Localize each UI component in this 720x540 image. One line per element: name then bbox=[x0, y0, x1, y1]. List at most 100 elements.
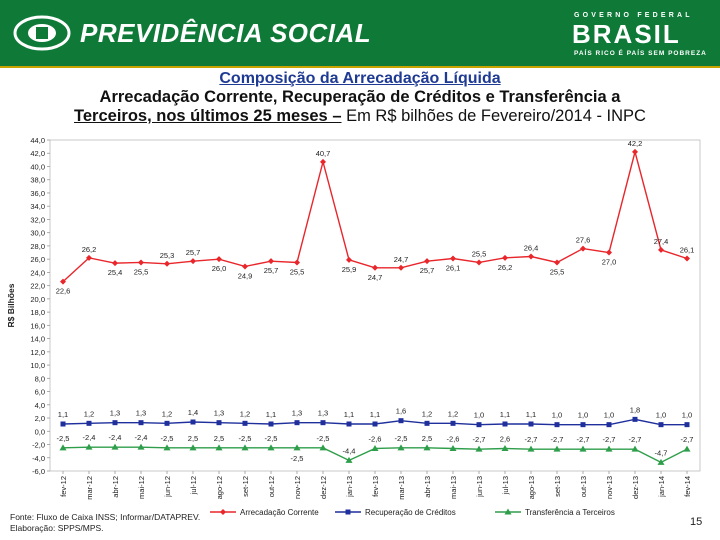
x-tick-label: ago-12 bbox=[215, 476, 224, 499]
data-label: 27,4 bbox=[654, 237, 669, 246]
data-label: 2,6 bbox=[500, 434, 510, 443]
data-point bbox=[580, 422, 586, 428]
page-number: 15 bbox=[690, 516, 703, 528]
data-point bbox=[294, 420, 300, 426]
data-label: 1,1 bbox=[58, 410, 68, 419]
data-label: -2,5 bbox=[57, 434, 70, 443]
data-point bbox=[424, 420, 430, 426]
data-label: 1,8 bbox=[630, 405, 640, 414]
series-line-0 bbox=[62, 149, 688, 283]
data-point bbox=[138, 259, 144, 266]
data-point bbox=[372, 264, 378, 271]
data-point bbox=[320, 158, 326, 165]
y-tick-label: 14,0 bbox=[30, 335, 45, 344]
data-point bbox=[268, 421, 274, 427]
data-label: 1,0 bbox=[578, 411, 588, 420]
data-point bbox=[112, 420, 118, 426]
data-point bbox=[657, 458, 665, 465]
data-label: 25,5 bbox=[472, 249, 487, 258]
data-label: 2,5 bbox=[422, 434, 432, 443]
data-point bbox=[138, 420, 144, 426]
data-point bbox=[528, 421, 534, 427]
x-tick-label: set-13 bbox=[553, 476, 562, 497]
data-point bbox=[398, 418, 404, 424]
data-label: -2,7 bbox=[525, 435, 538, 444]
x-tick-label: mai-13 bbox=[449, 476, 458, 499]
data-label: 2,5 bbox=[188, 434, 198, 443]
data-point bbox=[631, 445, 639, 452]
y-axis-label: R$ Bilhões bbox=[6, 283, 16, 327]
data-point bbox=[502, 421, 508, 427]
data-point bbox=[658, 246, 664, 253]
data-label: -2,5 bbox=[317, 434, 330, 443]
data-point bbox=[216, 256, 222, 263]
x-tick-label: abr-12 bbox=[111, 476, 120, 498]
y-tick-label: 16,0 bbox=[30, 321, 45, 330]
data-label: -2,4 bbox=[83, 433, 96, 442]
data-label: 1,2 bbox=[448, 409, 458, 418]
data-point bbox=[579, 445, 587, 452]
data-label: -2,5 bbox=[395, 434, 408, 443]
data-point bbox=[502, 254, 508, 261]
y-tick-label: 2,0 bbox=[35, 414, 45, 423]
source-note: Fonte: Fluxo de Caixa INSS; Informar/DAT… bbox=[10, 512, 200, 534]
data-point bbox=[241, 444, 249, 451]
data-point bbox=[111, 443, 119, 450]
chart-subtitle-bold: Terceiros, nos últimos 25 meses – bbox=[74, 107, 342, 125]
data-label: 25,3 bbox=[160, 251, 175, 260]
data-point bbox=[684, 255, 690, 262]
y-tick-label: 36,0 bbox=[30, 189, 45, 198]
data-label: 24,7 bbox=[368, 273, 383, 282]
data-label: 26,4 bbox=[524, 244, 539, 253]
data-label: 25,5 bbox=[550, 267, 565, 276]
data-label: 1,3 bbox=[214, 409, 224, 418]
data-point bbox=[450, 255, 456, 262]
y-tick-label: -4,0 bbox=[32, 454, 45, 463]
data-label: 1,2 bbox=[240, 409, 250, 418]
x-tick-label: fev-14 bbox=[683, 476, 692, 497]
data-point bbox=[85, 443, 93, 450]
data-point bbox=[606, 249, 612, 256]
x-tick-label: jun-12 bbox=[163, 476, 172, 498]
data-label: 1,2 bbox=[162, 409, 172, 418]
data-point bbox=[319, 444, 327, 451]
data-label: 1,0 bbox=[474, 411, 484, 420]
data-point bbox=[190, 419, 196, 425]
data-point bbox=[190, 258, 196, 265]
data-label: 25,7 bbox=[186, 248, 201, 257]
x-tick-label: dez-13 bbox=[631, 476, 640, 499]
y-tick-label: 28,0 bbox=[30, 242, 45, 251]
data-label: -2,5 bbox=[291, 454, 304, 463]
data-label: -2,5 bbox=[161, 434, 174, 443]
data-point bbox=[242, 420, 248, 426]
data-label: 27,6 bbox=[576, 236, 591, 245]
data-label: 25,4 bbox=[108, 268, 123, 277]
x-tick-label: dez-12 bbox=[319, 476, 328, 499]
data-label: -2,7 bbox=[681, 435, 694, 444]
data-point bbox=[372, 421, 378, 427]
data-label: -2,7 bbox=[629, 435, 642, 444]
data-label: 25,5 bbox=[290, 267, 305, 276]
y-tick-label: -2,0 bbox=[32, 441, 45, 450]
data-point bbox=[86, 420, 92, 426]
y-tick-label: 32,0 bbox=[30, 215, 45, 224]
data-label: 1,0 bbox=[656, 411, 666, 420]
data-point bbox=[293, 444, 301, 451]
data-point bbox=[137, 443, 145, 450]
data-label: -2,6 bbox=[447, 434, 460, 443]
data-point bbox=[554, 422, 560, 428]
brasil-slogan: PAÍS RICO É PAÍS SEM POBREZA bbox=[574, 50, 707, 57]
x-tick-label: nov-12 bbox=[293, 476, 302, 499]
data-point bbox=[371, 444, 379, 451]
data-label: 26,2 bbox=[498, 263, 513, 272]
data-point bbox=[216, 420, 222, 426]
data-label: 26,1 bbox=[680, 245, 695, 254]
data-label: 1,2 bbox=[422, 409, 432, 418]
x-tick-label: mai-12 bbox=[137, 476, 146, 499]
plot-area bbox=[49, 139, 701, 472]
y-tick-label: 8,0 bbox=[35, 374, 45, 383]
y-tick-label: 10,0 bbox=[30, 361, 45, 370]
data-label: 24,9 bbox=[238, 271, 253, 280]
data-point bbox=[658, 422, 664, 428]
data-point bbox=[632, 416, 638, 422]
